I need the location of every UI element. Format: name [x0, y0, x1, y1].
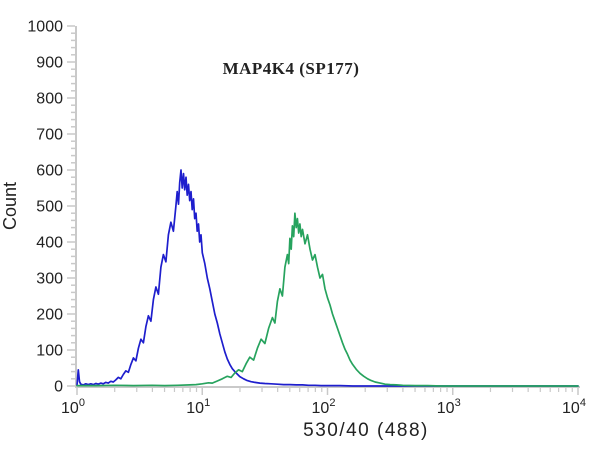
x-axis-ticks: 100 101 102 103 104 [61, 388, 586, 417]
x-tick-label: 102 [312, 397, 336, 417]
y-tick-label: 200 [36, 307, 63, 324]
chart-title: MAP4K4 (SP177) [223, 59, 360, 78]
y-tick-label: 1000 [27, 19, 63, 36]
blue-series-curve [76, 169, 579, 387]
y-tick-label: 900 [36, 55, 63, 72]
y-axis-ticks: 0 100 200 300 400 500 600 700 800 900 1000 [27, 19, 75, 396]
y-axis-label: Count [0, 182, 20, 230]
green-series-curve [76, 212, 579, 387]
axes [75, 26, 580, 388]
y-tick-label: 600 [36, 163, 63, 180]
x-axis-label: 530/40 (488) [303, 420, 429, 441]
x-tick-label: 100 [61, 397, 85, 417]
x-tick-label: 101 [186, 397, 210, 417]
y-tick-label: 400 [36, 235, 63, 252]
y-tick-label: 300 [36, 271, 63, 288]
y-tick-label: 100 [36, 343, 63, 360]
x-tick-exponent: 1 [204, 397, 210, 409]
y-tick-label: 500 [36, 199, 63, 216]
y-tick-label: 800 [36, 91, 63, 108]
x-tick-exponent: 4 [580, 397, 586, 409]
x-tick-exponent: 3 [455, 397, 461, 409]
x-tick-exponent: 2 [329, 397, 335, 409]
y-tick-label: 0 [54, 379, 63, 396]
x-tick-label: 104 [562, 397, 586, 417]
x-tick-label: 103 [437, 397, 461, 417]
y-tick-label: 700 [36, 127, 63, 144]
histogram-curves [76, 169, 579, 387]
x-tick-exponent: 0 [79, 397, 85, 409]
